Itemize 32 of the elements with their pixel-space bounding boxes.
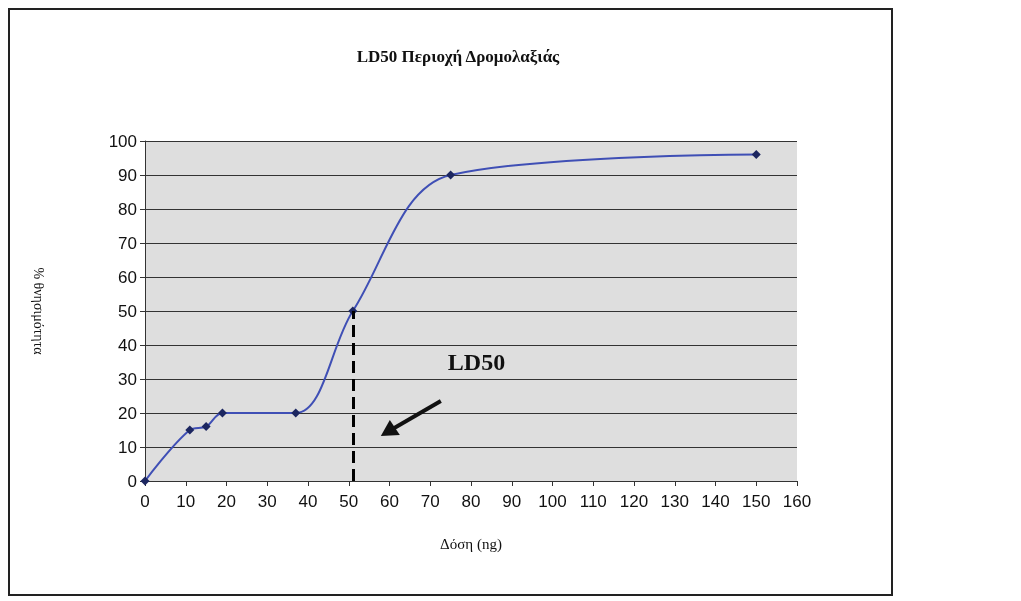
x-tick-label: 160 (782, 492, 812, 511)
x-tick-label: 70 (420, 492, 440, 511)
x-tick-label: 0 (140, 492, 150, 511)
y-tick-label: 10 (118, 437, 137, 457)
x-axis-title: Δόση (ng) (440, 535, 502, 553)
x-tick-label: 60 (380, 492, 399, 511)
x-tick-label: 10 (176, 492, 196, 511)
y-tick-label: 60 (118, 267, 137, 287)
x-tick-label: 110 (579, 492, 607, 511)
y-tick-label: 90 (118, 165, 137, 185)
x-tick-label: 40 (298, 492, 318, 511)
y-axis-title: % θνησιμότητα (30, 267, 46, 356)
y-tick-label: 20 (118, 403, 137, 423)
ref-line-label: LD50 (447, 349, 506, 376)
y-tick-label: 0 (127, 471, 137, 491)
y-tick-label: 70 (118, 233, 137, 253)
y-tick-label: 30 (118, 369, 137, 389)
x-tick-label: 140 (701, 492, 730, 511)
x-tick-label: 90 (502, 492, 522, 511)
y-tick-label: 50 (118, 301, 137, 321)
x-tick-label: 120 (619, 492, 649, 511)
x-tick-label: 30 (257, 492, 277, 511)
chart-title: LD50 Περιοχή Δρομολαξιάς (356, 47, 561, 66)
x-tick-label: 50 (339, 492, 359, 511)
y-tick-label: 40 (118, 335, 137, 355)
x-tick-label: 150 (742, 492, 771, 511)
x-tick-label: 130 (660, 492, 689, 511)
x-tick-label: 80 (461, 492, 481, 511)
x-tick-label: 100 (538, 492, 567, 511)
x-tick-label: 20 (217, 492, 236, 511)
y-tick-label: 80 (118, 199, 137, 219)
y-tick-label: 100 (108, 131, 137, 151)
